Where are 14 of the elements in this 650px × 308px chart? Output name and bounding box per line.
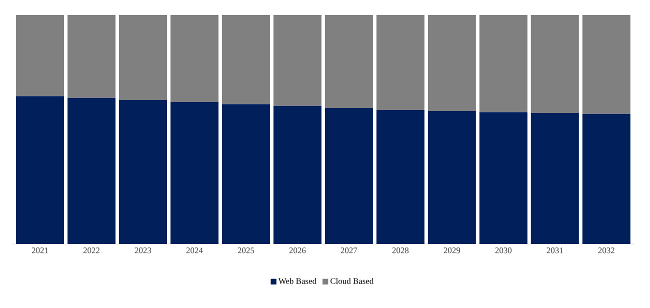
x-tick-label: 2029: [444, 248, 460, 254]
legend-label: Cloud Based: [330, 278, 374, 284]
x-tick-label: 2024: [186, 248, 203, 254]
x-tick-label: 2023: [134, 248, 152, 254]
x-tick-label: 2032: [598, 248, 614, 254]
x-tick-label: 2031: [546, 248, 563, 254]
x-tick-label: 2030: [495, 248, 512, 254]
x-tick-label: 2025: [238, 248, 254, 254]
x-tick-label: 2022: [83, 248, 100, 254]
x-tick-label: 2026: [289, 248, 306, 254]
legend-label: Web Based: [278, 278, 316, 284]
x-tick-label: 2021: [32, 248, 48, 254]
x-tick-label: 2028: [392, 248, 409, 254]
x-tick-label: 2027: [340, 248, 358, 254]
